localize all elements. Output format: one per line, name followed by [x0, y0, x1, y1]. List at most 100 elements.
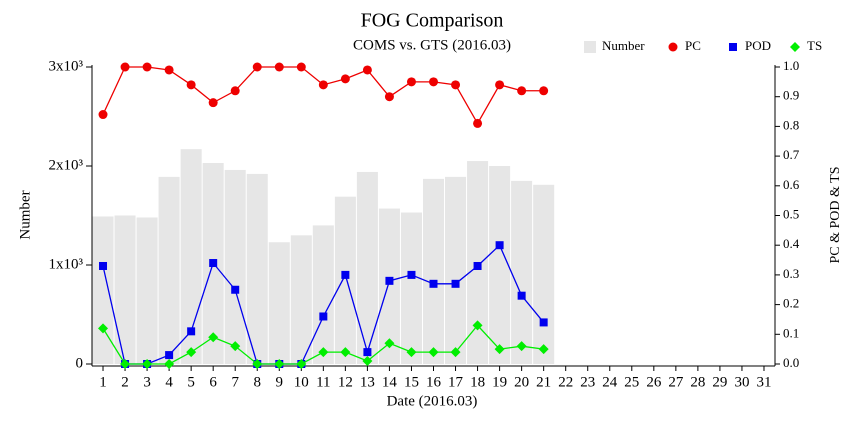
bar: [114, 215, 136, 364]
point: [274, 62, 284, 72]
point: [231, 285, 240, 294]
y-tick-label: 2x10³: [49, 157, 84, 173]
legend-swatch: [584, 41, 596, 53]
y-tick-label: 3x10³: [49, 58, 84, 74]
point: [165, 351, 174, 360]
point: [429, 77, 438, 87]
point: [98, 323, 109, 334]
point: [120, 359, 131, 369]
bar: [290, 235, 312, 364]
point: [428, 347, 439, 358]
x-tick-label: 26: [646, 374, 662, 390]
x-tick-label: 28: [690, 374, 705, 390]
point: [362, 65, 372, 75]
y-tick-label: 1x10³: [49, 256, 84, 272]
x-tick-label: 3: [143, 374, 151, 390]
point: [142, 62, 152, 72]
bar: [378, 208, 400, 364]
point: [274, 359, 285, 369]
x-tick-label: 21: [536, 374, 551, 390]
point: [99, 261, 108, 270]
point: [450, 347, 461, 358]
point: [517, 86, 527, 96]
x-tick-label: 6: [209, 374, 217, 390]
bar: [356, 171, 378, 364]
legend-swatch: [729, 43, 737, 51]
x-tick-label: 25: [624, 374, 639, 390]
point: [363, 348, 372, 357]
point: [451, 80, 461, 90]
x-tick-label: 17: [448, 374, 464, 390]
point: [494, 344, 505, 355]
x-tick-label: 16: [426, 374, 442, 390]
point: [187, 327, 196, 336]
y2-axis-label: PC & POD & TS: [828, 167, 843, 264]
x-tick-label: 1: [99, 374, 107, 390]
x-tick-label: 5: [187, 374, 195, 390]
x-tick-label: 8: [253, 374, 261, 390]
point: [495, 241, 504, 250]
y2-tick-label: 0.4: [783, 236, 800, 251]
point: [340, 347, 351, 358]
point: [451, 279, 460, 288]
point: [296, 359, 307, 369]
bar: [445, 176, 467, 364]
legend-label: PC: [685, 38, 701, 53]
x-tick-label: 14: [382, 374, 398, 390]
series-line: [102, 66, 544, 125]
x-tick-label: 2: [121, 374, 129, 390]
y-axis-label: Number: [17, 190, 33, 239]
legend-swatch: [790, 42, 800, 52]
y2-tick-label: 0.7: [783, 147, 800, 162]
point: [120, 62, 130, 72]
point: [252, 359, 263, 369]
point: [538, 344, 549, 355]
point: [473, 118, 483, 128]
x-tick-label: 4: [165, 374, 173, 390]
bar: [400, 212, 422, 364]
chart-title: FOG Comparison: [361, 10, 504, 32]
point: [385, 276, 394, 285]
point: [230, 86, 240, 96]
point: [516, 341, 527, 352]
bar: [533, 184, 555, 364]
bar: [246, 173, 268, 364]
point: [341, 270, 350, 279]
y2-tick-label: 0.6: [783, 177, 800, 192]
point: [539, 318, 548, 327]
x-tick-label: 31: [756, 374, 771, 390]
x-tick-label: 22: [558, 374, 573, 390]
point: [209, 259, 218, 268]
x-tick-label: 13: [360, 374, 375, 390]
bar: [158, 176, 180, 364]
x-tick-label: 10: [294, 374, 309, 390]
x-tick-label: 29: [712, 374, 727, 390]
point: [340, 74, 350, 84]
point: [98, 110, 108, 120]
legend-label: POD: [745, 38, 771, 53]
point: [319, 312, 328, 321]
point: [164, 359, 175, 369]
point: [186, 347, 197, 358]
y-tick-label: 0: [76, 355, 84, 371]
legend-label: Number: [602, 38, 645, 53]
point: [539, 86, 549, 96]
x-axis-label: Date (2016.03): [387, 393, 478, 409]
y2-tick-label: 0.9: [783, 88, 799, 103]
point: [208, 98, 218, 108]
point: [429, 279, 438, 288]
legend-label: TS: [807, 38, 822, 53]
y2-tick-label: 0.1: [783, 325, 799, 340]
point: [473, 261, 482, 270]
x-tick-label: 12: [338, 374, 353, 390]
bar: [489, 166, 511, 364]
x-tick-label: 15: [404, 374, 419, 390]
x-tick-label: 30: [734, 374, 749, 390]
bar: [422, 178, 445, 364]
y2-tick-label: 1.0: [783, 58, 799, 73]
point: [384, 92, 394, 102]
point: [208, 332, 219, 343]
point: [495, 80, 505, 90]
point: [252, 62, 262, 72]
